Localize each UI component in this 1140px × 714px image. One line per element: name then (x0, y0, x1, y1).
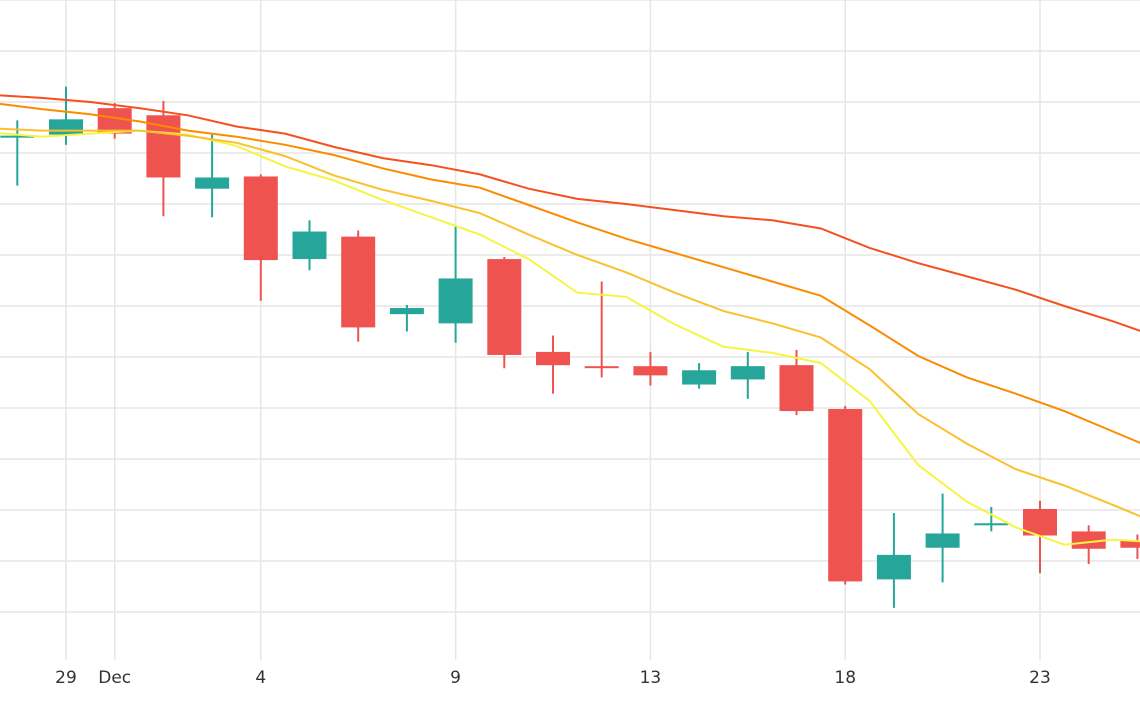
candle-body (876, 554, 911, 580)
moving-average-lines (0, 94, 1140, 546)
candle-body (389, 308, 424, 315)
candle-body (633, 366, 668, 376)
candle-body (1071, 531, 1106, 549)
moving-average-line (0, 127, 1140, 518)
x-tick-label: 23 (1029, 668, 1051, 688)
moving-average-line (0, 102, 1140, 444)
candle-body (730, 366, 765, 380)
x-tick-label: 18 (834, 668, 856, 688)
candle-body (487, 259, 522, 355)
candle-body (828, 409, 863, 582)
candle-body (925, 533, 960, 548)
candle-body (195, 177, 230, 189)
candle-body (536, 351, 570, 366)
moving-average-line (0, 94, 1140, 332)
x-tick-label: 29 (55, 668, 77, 688)
candle-body (292, 231, 327, 260)
candle-body (974, 523, 1009, 526)
candle-body (97, 108, 132, 134)
x-tick-label: 9 (450, 668, 461, 688)
x-axis-ticks: 29 Dec 4 9 13 18 23 (55, 668, 1051, 688)
x-tick-label: 13 (640, 668, 662, 688)
candle-body (49, 119, 83, 135)
x-tick-label: 4 (255, 668, 266, 688)
candles (0, 86, 1140, 608)
candle-body (243, 176, 278, 261)
candle-body (1120, 540, 1140, 548)
candle-body (779, 365, 814, 412)
moving-average-line (0, 129, 1140, 546)
x-tick-label: Dec (98, 668, 131, 688)
candle-body (682, 370, 717, 385)
grid-lines (0, 0, 1140, 660)
candle-body (0, 135, 35, 138)
candle-body (584, 366, 619, 369)
candle-body (438, 278, 473, 324)
candle-body (341, 236, 376, 328)
